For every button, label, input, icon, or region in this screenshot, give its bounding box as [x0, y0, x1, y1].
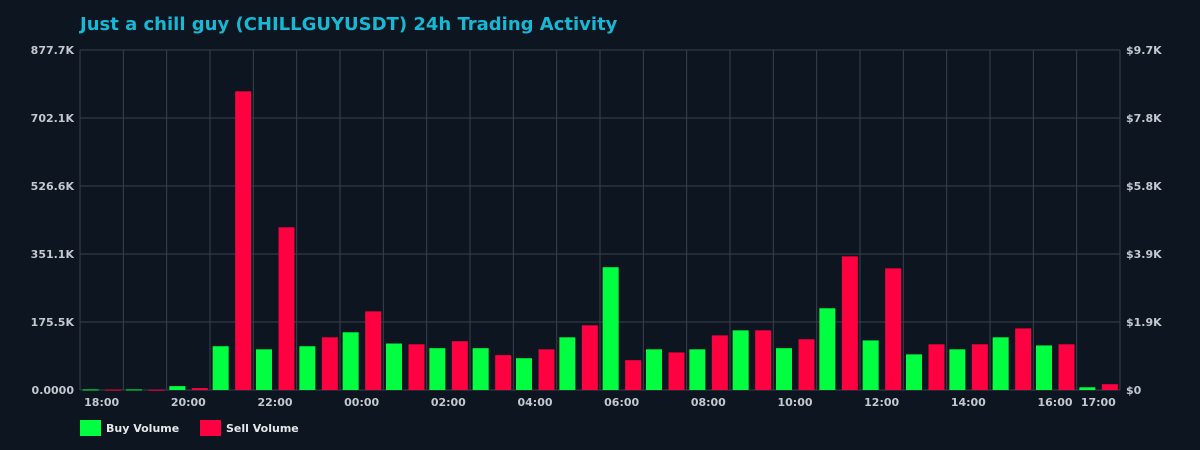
- sell-volume-bar: [798, 339, 815, 390]
- legend-label-buy: Buy Volume: [106, 421, 180, 435]
- y-tick-label: 351.1K: [31, 248, 75, 261]
- buy-volume-bar: [862, 340, 879, 390]
- legend-sell: Sell Volume: [200, 420, 299, 436]
- sell-volume-bar: [885, 268, 902, 390]
- buy-volume-bar: [472, 348, 489, 390]
- buy-volume-bar: [1079, 387, 1096, 390]
- buy-volume-bar: [82, 389, 99, 391]
- buy-volume-bar: [819, 308, 836, 390]
- sell-volume-bar: [148, 389, 165, 391]
- sell-volume-bar: [1058, 344, 1075, 390]
- sell-volume-bar: [755, 330, 772, 390]
- sell-volume-bar: [538, 349, 555, 390]
- sell-volume-bar: [1015, 328, 1032, 390]
- legend-swatch-sell: [200, 420, 221, 436]
- buy-volume-bar: [342, 332, 359, 390]
- y2-tick-label: $7.8K: [1126, 112, 1162, 125]
- chart-title: Just a chill guy (CHILLGUYUSDT) 24h Trad…: [80, 14, 618, 35]
- buy-volume-bar: [169, 386, 186, 390]
- y-tick-label: 175.5K: [31, 316, 75, 329]
- sell-volume-bar: [105, 389, 122, 391]
- sell-volume-bar: [841, 256, 858, 390]
- x-tick-label: 20:00: [171, 396, 206, 409]
- buy-volume-bar: [776, 348, 792, 390]
- sell-volume-bar: [711, 335, 728, 390]
- sell-volume-bar: [495, 355, 512, 390]
- legend-swatch-buy: [80, 420, 101, 436]
- x-tick-label: 00:00: [344, 396, 379, 409]
- x-tick-label: 06:00: [604, 396, 639, 409]
- sell-volume-bar: [321, 337, 338, 390]
- buy-volume-bar: [992, 337, 1009, 390]
- x-tick-label: 10:00: [777, 396, 812, 409]
- buy-volume-bar: [126, 389, 142, 391]
- buy-volume-bar: [906, 354, 922, 390]
- buy-volume-bar: [1036, 345, 1052, 390]
- x-tick-label: 02:00: [431, 396, 466, 409]
- y-tick-label: 702.1K: [31, 112, 75, 125]
- x-tick-label: 18:00: [84, 396, 119, 409]
- buy-volume-bar: [429, 348, 446, 390]
- y2-tick-label: $5.8K: [1126, 180, 1162, 193]
- x-tick-label: 16:00: [1037, 396, 1072, 409]
- buy-volume-bar: [299, 346, 316, 390]
- sell-volume-bar: [365, 311, 382, 390]
- x-tick-label: 08:00: [691, 396, 726, 409]
- y-tick-label: 526.6K: [31, 180, 75, 193]
- sell-volume-bar: [625, 360, 642, 390]
- legend-label-sell: Sell Volume: [226, 421, 299, 435]
- sell-volume-bar: [581, 325, 598, 390]
- buy-volume-bar: [732, 330, 749, 390]
- sell-volume-bar: [1101, 384, 1118, 390]
- x-tick-label: 17:00: [1081, 396, 1116, 409]
- sell-volume-bar: [971, 344, 988, 390]
- sell-volume-bar: [451, 341, 468, 390]
- buy-volume-bar: [516, 358, 532, 390]
- buy-volume-bar: [256, 349, 272, 390]
- buy-volume-bar: [212, 346, 229, 390]
- y-tick-label: 877.7K: [31, 44, 75, 57]
- buy-volume-bar: [646, 349, 662, 390]
- y2-tick-label: $3.9K: [1126, 248, 1162, 261]
- sell-volume-bar: [235, 91, 252, 390]
- y2-tick-label: $0: [1126, 384, 1142, 397]
- sell-volume-bar: [928, 344, 945, 390]
- buy-volume-bar: [602, 267, 619, 390]
- sell-volume-bar: [278, 227, 295, 390]
- legend-buy: Buy Volume: [80, 420, 179, 436]
- sell-volume-bar: [408, 344, 425, 390]
- sell-volume-bar: [191, 388, 208, 390]
- buy-volume-bar: [559, 337, 576, 390]
- buy-volume-bar: [689, 349, 706, 390]
- x-tick-label: 22:00: [257, 396, 292, 409]
- x-tick-label: 04:00: [517, 396, 552, 409]
- buy-volume-bar: [386, 343, 402, 390]
- buy-volume-bar: [949, 349, 966, 390]
- x-tick-label: 12:00: [864, 396, 899, 409]
- y-tick-label: 0.0000: [32, 384, 75, 397]
- y2-tick-label: $1.9K: [1126, 316, 1162, 329]
- sell-volume-bar: [668, 352, 685, 390]
- y2-tick-label: $9.7K: [1126, 44, 1162, 57]
- x-tick-label: 14:00: [951, 396, 986, 409]
